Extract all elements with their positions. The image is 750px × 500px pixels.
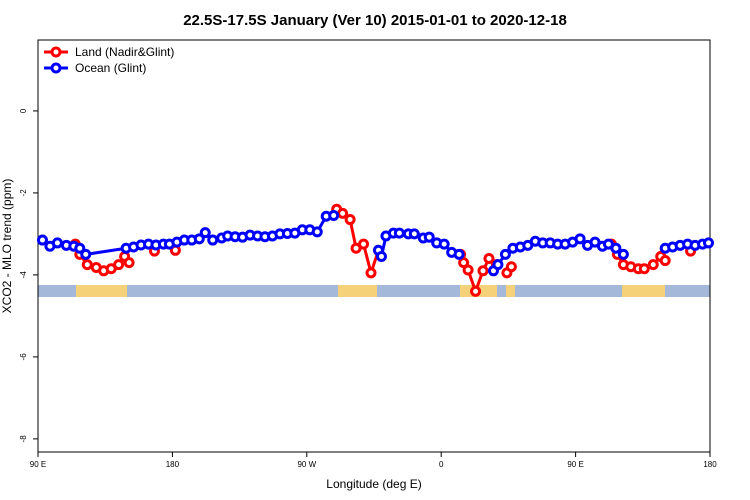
x-axis-label: Longitude (deg E) xyxy=(326,477,421,491)
x-tick-label: 90 E xyxy=(30,460,46,469)
data-point xyxy=(647,259,659,271)
data-point xyxy=(703,237,715,249)
x-tick-label: 90 W xyxy=(297,460,316,469)
data-point xyxy=(638,263,650,275)
data-point xyxy=(458,257,470,269)
x-tick-label: 0 xyxy=(439,460,444,469)
data-point xyxy=(123,257,135,269)
y-tick-label: -4 xyxy=(19,271,28,279)
legend-label: Land (Nadir&Glint) xyxy=(75,45,174,59)
data-point xyxy=(393,227,405,239)
data-point xyxy=(423,231,435,243)
x-tick-label: 90 E xyxy=(567,460,583,469)
y-tick-label: -2 xyxy=(19,189,28,197)
data-point xyxy=(358,238,370,250)
data-point xyxy=(337,207,349,219)
data-point xyxy=(499,248,511,260)
data-point xyxy=(492,259,504,271)
data-point xyxy=(80,248,92,260)
land-patch xyxy=(622,285,665,297)
data-point xyxy=(470,285,482,297)
data-point xyxy=(113,259,125,271)
data-point xyxy=(74,242,86,254)
data-point xyxy=(610,242,622,254)
data-point xyxy=(483,253,495,265)
x-tick-label: 180 xyxy=(166,460,180,469)
data-point xyxy=(477,265,489,277)
data-point xyxy=(311,226,323,238)
data-point xyxy=(408,228,420,240)
data-point xyxy=(81,259,93,271)
data-point xyxy=(617,248,629,260)
chart-title: 22.5S-17.5S January (Ver 10) 2015-01-01 … xyxy=(183,12,567,29)
data-point xyxy=(659,255,671,267)
y-tick-label: -6 xyxy=(19,353,28,361)
legend-marker xyxy=(50,62,62,74)
land-ocean-strip xyxy=(38,285,710,297)
land-patch xyxy=(338,285,377,297)
land-patch xyxy=(76,285,127,297)
data-point xyxy=(438,238,450,250)
data-point xyxy=(199,227,211,239)
data-point xyxy=(505,261,517,273)
data-point xyxy=(344,214,356,226)
y-tick-label: 0 xyxy=(19,108,28,113)
data-point xyxy=(365,267,377,279)
data-point xyxy=(328,209,340,221)
x-tick-label: 180 xyxy=(703,460,717,469)
y-axis-label: XCO2 - MLO trend (ppm) xyxy=(0,179,14,314)
data-point xyxy=(51,237,63,249)
land-patch xyxy=(506,285,515,297)
data-point xyxy=(453,248,465,260)
data-point xyxy=(462,264,474,276)
legend-label: Ocean (Glint) xyxy=(75,61,146,75)
data-point xyxy=(193,233,205,245)
data-point xyxy=(574,233,586,245)
y-tick-label: -8 xyxy=(19,435,28,443)
data-point xyxy=(207,234,219,246)
data-point xyxy=(36,234,48,246)
data-point xyxy=(375,250,387,262)
legend-marker xyxy=(50,46,62,58)
series xyxy=(36,209,715,277)
